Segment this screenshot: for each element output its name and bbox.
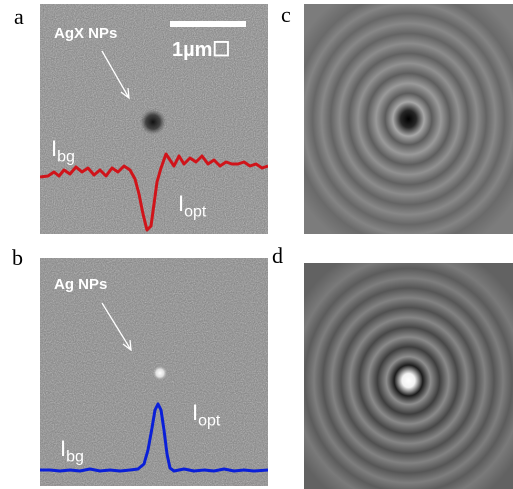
micrograph-panel-a: AgX NPs 1µm☐ Ibg Iopt	[40, 4, 268, 234]
panel-letter-d: d	[272, 243, 283, 268]
scale-bar	[170, 21, 246, 27]
pointer-arrow-b	[101, 302, 132, 351]
panel-letter-a: a	[14, 4, 24, 29]
panel-letter-b: b	[12, 245, 23, 270]
simulation-panel-d	[304, 263, 513, 489]
bright-particle	[152, 365, 168, 381]
i-bg-label-a: Ibg	[51, 136, 75, 166]
i-opt-label-b: Iopt	[192, 400, 221, 430]
intensity-profile-a	[40, 152, 268, 232]
micrograph-b-image	[40, 258, 268, 486]
np-label-a: AgX NPs	[54, 25, 118, 42]
scale-bar-label: 1µm☐	[172, 39, 231, 61]
micrograph-a-image	[40, 4, 268, 234]
np-label-b: Ag NPs	[54, 276, 108, 293]
ring-pattern-d	[304, 263, 513, 489]
simulation-panel-c	[304, 4, 513, 234]
panel-letter-c: c	[281, 2, 291, 27]
dark-particle	[140, 109, 166, 135]
ring-pattern-c	[304, 4, 513, 234]
micrograph-panel-b: Ag NPs Iopt Ibg	[40, 258, 268, 486]
intensity-profile-b	[40, 402, 268, 473]
i-bg-label-b: Ibg	[60, 436, 84, 466]
i-opt-label-a: Iopt	[178, 191, 207, 221]
pointer-arrow	[101, 50, 130, 99]
